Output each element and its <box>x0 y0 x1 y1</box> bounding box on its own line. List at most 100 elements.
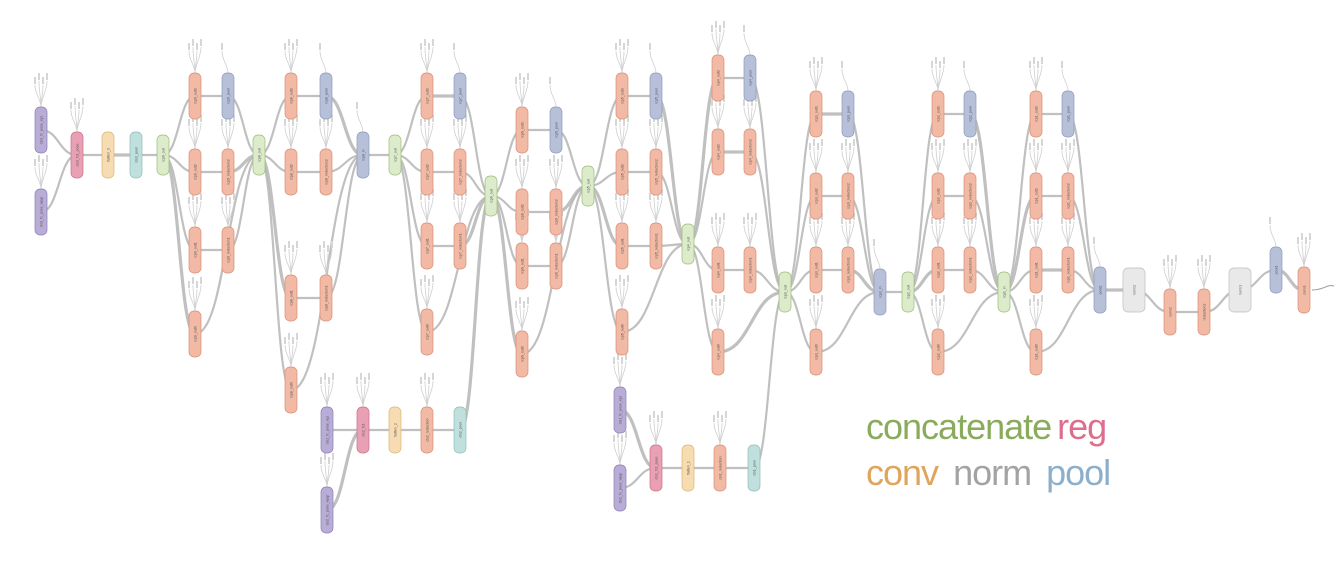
concatenate-node-box[interactable] <box>156 134 170 176</box>
node-icp6_out3[interactable]: icp6_out3 <box>515 106 529 154</box>
conv-node-box[interactable] <box>188 72 202 120</box>
concatenate-node-box[interactable] <box>778 271 792 313</box>
conv-node-box[interactable] <box>284 72 298 120</box>
node-icp7_out2[interactable]: icp7_out2 <box>420 148 434 196</box>
node-cls2_fc1[interactable]: cls2_fc1 <box>356 406 370 454</box>
conv-node-box[interactable] <box>515 330 529 378</box>
conv-node-box[interactable] <box>221 148 235 196</box>
pool-node-box[interactable] <box>873 268 887 316</box>
conv-node-box[interactable] <box>188 226 202 274</box>
node-icp1_out0[interactable]: icp1_out0 <box>1029 328 1043 376</box>
node-icp9_reduction1[interactable]: icp9_reduction1 <box>221 226 235 274</box>
conv-node-box[interactable] <box>515 242 529 290</box>
node-icp3_out2[interactable]: icp3_out2 <box>809 172 823 220</box>
node-icp9_reduction2[interactable]: icp9_reduction2 <box>221 148 235 196</box>
node-cls2_fc_pose_wpqr[interactable]: cls2_fc_pose_wpqr <box>320 486 334 534</box>
node-icp6_out2[interactable]: icp6_out2 <box>515 188 529 236</box>
conv-node-box[interactable] <box>713 444 727 492</box>
conv-node-box[interactable] <box>284 274 298 322</box>
node-icp4_pool[interactable]: icp4_pool <box>743 54 757 102</box>
node-icp6_reduction1[interactable]: icp6_reduction1 <box>549 242 563 290</box>
pool-node-box[interactable] <box>1093 266 1107 314</box>
conv-node-box[interactable] <box>615 308 629 356</box>
conv-node-box[interactable] <box>188 310 202 358</box>
conv-node-box[interactable] <box>841 172 855 220</box>
node-icp4_reduction2[interactable]: icp4_reduction2 <box>743 128 757 176</box>
conv-node-box[interactable] <box>711 128 725 176</box>
node-icp5_out0[interactable]: icp5_out0 <box>615 308 629 356</box>
node-icp8_reduction1[interactable]: icp8_reduction1 <box>319 274 333 322</box>
conv-node-box[interactable] <box>1197 288 1211 336</box>
node-icp8_out3[interactable]: icp8_out3 <box>284 72 298 120</box>
conv-node-box[interactable] <box>809 172 823 220</box>
pool-node-box[interactable] <box>841 90 855 138</box>
concatenate-node-box[interactable] <box>681 223 695 265</box>
avgpool-node-box[interactable] <box>453 406 467 454</box>
flatten-node-box[interactable] <box>681 444 695 492</box>
conv-node-box[interactable] <box>221 226 235 274</box>
node-icp6_pool[interactable]: icp6_pool <box>549 106 563 154</box>
conv-node-box[interactable] <box>1029 246 1043 294</box>
node-icp7_out0[interactable]: icp7_out0 <box>420 308 434 356</box>
node-norm1[interactable]: norm1 <box>1228 267 1252 313</box>
conv-node-box[interactable] <box>1163 288 1177 336</box>
node-cls3_fc1_pose[interactable]: cls3_fc1_pose <box>70 131 84 179</box>
node-pool1[interactable]: pool1 <box>1269 246 1283 294</box>
input-node-box[interactable] <box>613 464 627 512</box>
node-icp7_out3[interactable]: icp7_out3 <box>420 72 434 120</box>
reg-node-box[interactable] <box>649 444 663 492</box>
node-flatten_1[interactable]: flatten_1 <box>681 444 695 492</box>
concatenate-node-box[interactable] <box>901 271 915 313</box>
node-icp5_out3[interactable]: icp5_out3 <box>615 72 629 120</box>
conv-node-box[interactable] <box>319 148 333 196</box>
node-icp1_reduction2[interactable]: icp1_reduction2 <box>1061 172 1075 220</box>
conv-node-box[interactable] <box>743 128 757 176</box>
conv-node-box[interactable] <box>963 172 977 220</box>
node-icp7_out[interactable]: icp7_out <box>388 134 402 176</box>
conv-node-box[interactable] <box>963 246 977 294</box>
node-cls3_fc_pose_wpqr[interactable]: cls3_fc_pose_wpqr <box>34 188 48 236</box>
conv-node-box[interactable] <box>649 222 663 270</box>
conv-node-box[interactable] <box>1029 328 1043 376</box>
conv-node-box[interactable] <box>931 172 945 220</box>
node-icp7_pool[interactable]: icp7_pool <box>453 72 467 120</box>
node-cls1_reduction[interactable]: cls1_reduction <box>713 444 727 492</box>
avgpool-node-box[interactable] <box>747 444 761 492</box>
node-icp5_out[interactable]: icp5_out <box>581 165 595 207</box>
node-icp5_out2[interactable]: icp5_out2 <box>615 148 629 196</box>
conv-node-box[interactable] <box>711 246 725 294</box>
node-cls1_fc_pose_wpqr[interactable]: cls1_fc_pose_wpqr <box>613 464 627 512</box>
conv-node-box[interactable] <box>711 328 725 376</box>
conv-node-box[interactable] <box>284 148 298 196</box>
node-icp8_reduction2[interactable]: icp8_reduction2 <box>319 148 333 196</box>
node-icp6_out0[interactable]: icp6_out0 <box>515 330 529 378</box>
node-icp2_pool[interactable]: icp2_pool <box>963 90 977 138</box>
reg-node-box[interactable] <box>70 131 84 179</box>
flatten-node-box[interactable] <box>388 406 402 454</box>
concatenate-node-box[interactable] <box>388 134 402 176</box>
norm-node-box[interactable] <box>1228 267 1252 313</box>
node-icp2_out[interactable]: icp2_out <box>901 271 915 313</box>
conv-node-box[interactable] <box>743 246 757 294</box>
node-icp4_out2[interactable]: icp4_out2 <box>711 128 725 176</box>
node-pool2[interactable]: pool2 <box>1093 266 1107 314</box>
conv-node-box[interactable] <box>711 54 725 102</box>
avgpool-node-box[interactable] <box>129 131 143 179</box>
conv-node-box[interactable] <box>931 328 945 376</box>
conv-node-box[interactable] <box>649 148 663 196</box>
conv-node-box[interactable] <box>515 188 529 236</box>
node-icp1_out1[interactable]: icp1_out1 <box>1029 246 1043 294</box>
node-cls3_pool[interactable]: cls3_pool <box>129 131 143 179</box>
node-icp8_out2[interactable]: icp8_out2 <box>284 148 298 196</box>
node-icp3_reduction1[interactable]: icp3_reduction1 <box>841 246 855 294</box>
pool-node-box[interactable] <box>963 90 977 138</box>
node-icp8_out0[interactable]: icp8_out0 <box>284 366 298 414</box>
conv-node-box[interactable] <box>420 406 434 454</box>
node-conv1[interactable]: conv1 <box>1297 266 1311 314</box>
node-norm2[interactable]: norm2 <box>1122 267 1146 313</box>
concatenate-node-box[interactable] <box>484 175 498 217</box>
node-icp3_reduction2[interactable]: icp3_reduction2 <box>841 172 855 220</box>
pool-node-box[interactable] <box>319 72 333 120</box>
pool-node-box[interactable] <box>1269 246 1283 294</box>
input-node-box[interactable] <box>34 188 48 236</box>
